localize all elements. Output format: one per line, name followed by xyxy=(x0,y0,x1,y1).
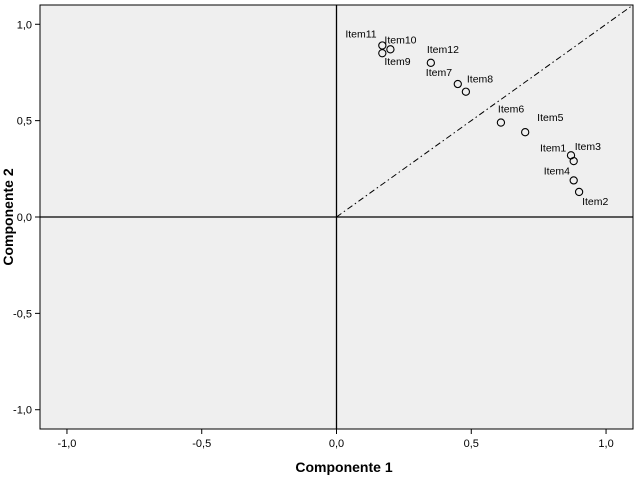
data-point xyxy=(569,156,578,166)
data-point xyxy=(521,128,530,137)
y-tick-label: -1,0 xyxy=(13,405,32,417)
data-point xyxy=(378,49,387,58)
point-label: Item8 xyxy=(467,74,493,86)
x-axis-ticks: -1,0 -0,5 0,0 0,5 1,0 xyxy=(57,429,614,450)
point-label: Item5 xyxy=(537,112,563,124)
data-point xyxy=(496,118,506,127)
x-tick-label: -0,5 xyxy=(192,438,211,450)
data-point xyxy=(569,176,578,185)
x-tick-label: 1,0 xyxy=(598,438,613,450)
point-label: Item7 xyxy=(426,67,452,79)
x-tick-label: 0,0 xyxy=(329,438,344,450)
point-label: Item9 xyxy=(384,56,410,68)
point-label: Item12 xyxy=(427,44,459,56)
point-label: Item4 xyxy=(544,165,570,177)
y-tick-label: 1,0 xyxy=(17,19,32,31)
x-axis-title: Componente 1 xyxy=(295,459,392,475)
y-tick-label: -0,5 xyxy=(13,308,32,320)
data-point xyxy=(453,79,462,89)
y-tick-label: 0,0 xyxy=(17,212,32,224)
data-points: Item11 Item10 Item9 Item12 Item7 Item8 Item6 It… xyxy=(345,28,608,207)
y-tick-label: 0,5 xyxy=(17,116,32,128)
data-point xyxy=(461,87,471,96)
data-point xyxy=(574,187,584,197)
point-label: Item2 xyxy=(582,196,608,208)
y-axis-title: Componente 2 xyxy=(0,168,16,265)
point-label: Item10 xyxy=(384,34,416,46)
point-label: Item1 xyxy=(540,142,566,154)
data-point xyxy=(386,45,395,54)
x-tick-label: -1,0 xyxy=(57,438,76,450)
x-tick-label: 0,5 xyxy=(464,438,479,450)
data-point xyxy=(426,58,435,67)
point-label: Item3 xyxy=(575,141,601,153)
point-label: Item11 xyxy=(345,28,376,40)
reference-lines xyxy=(40,4,634,429)
point-label: Item6 xyxy=(498,104,524,116)
y-axis-ticks: -1,0 -0,5 0,0 0,5 1,0 xyxy=(13,19,40,417)
